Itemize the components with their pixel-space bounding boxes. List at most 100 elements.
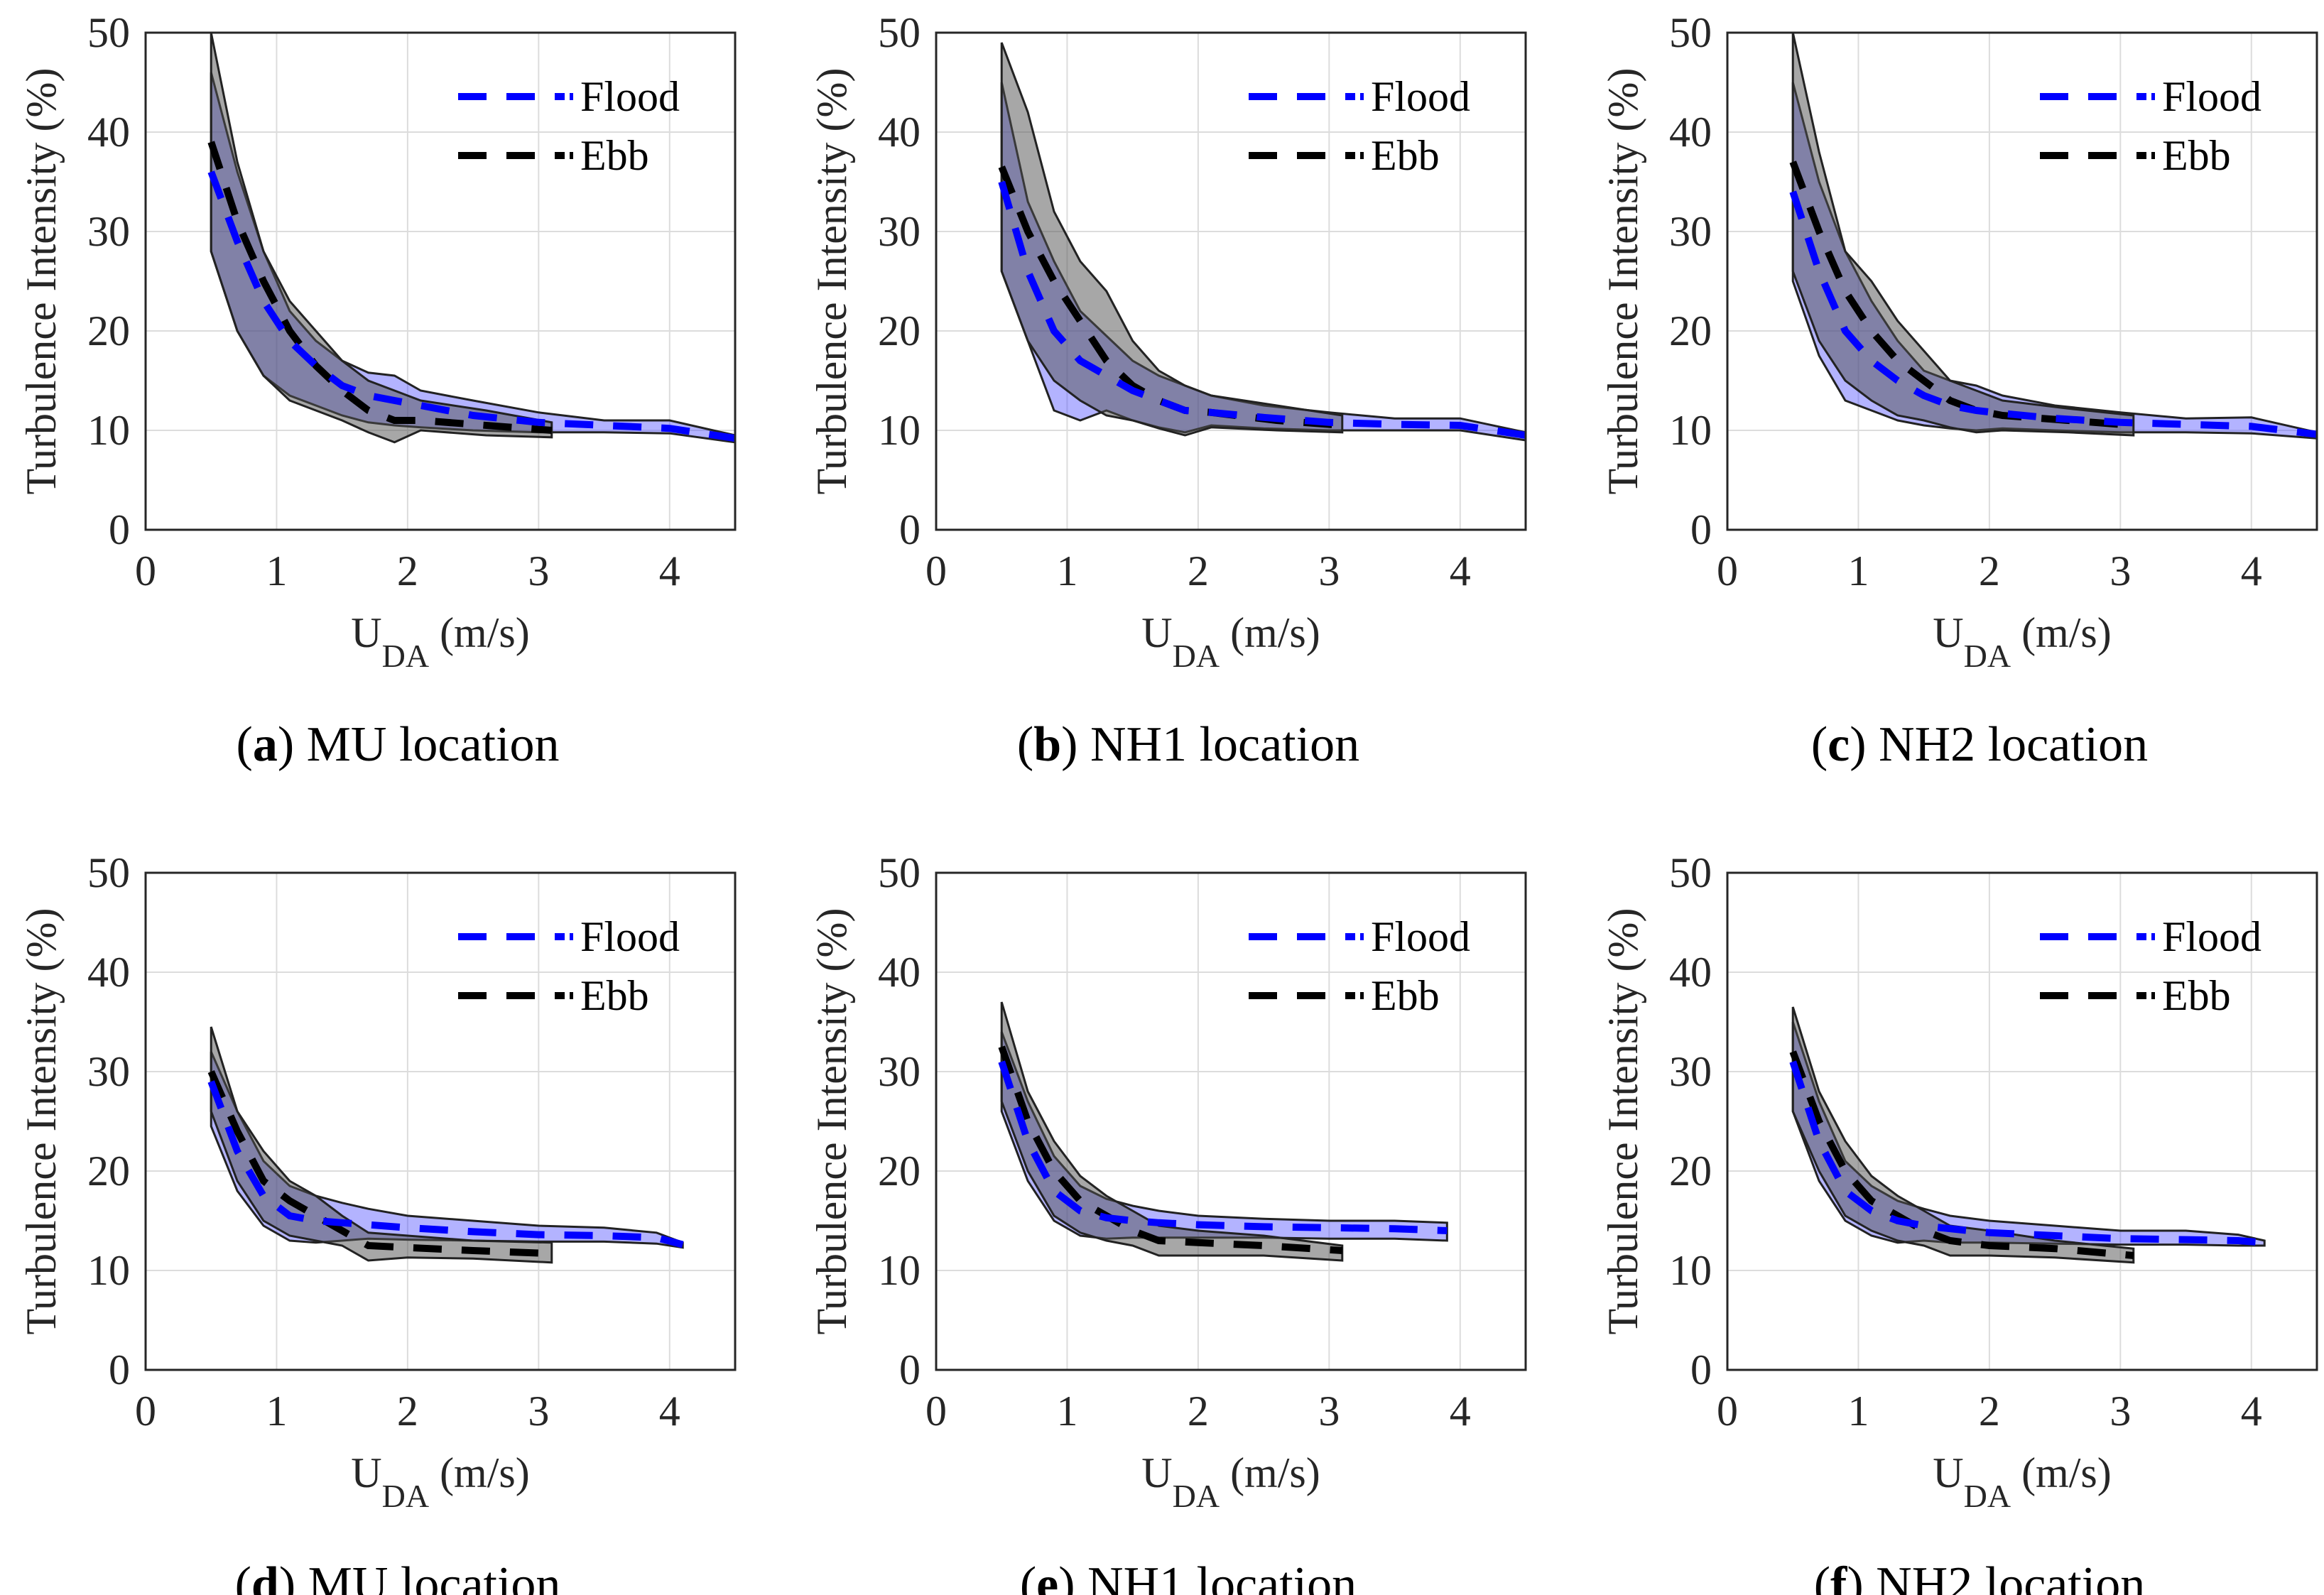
- x-tick-label: 3: [528, 548, 549, 594]
- x-tick-label: 0: [135, 1388, 156, 1435]
- mean-line-ebb: [207, 141, 553, 434]
- panel-caption: (b) NH1 location: [1017, 717, 1359, 772]
- y-tick-label: 50: [1669, 9, 1712, 56]
- x-tick-label: 1: [266, 1388, 287, 1435]
- x-tick-label: 3: [1318, 548, 1340, 594]
- x-tick-label: 1: [1056, 1388, 1077, 1435]
- y-tick-label: 40: [1669, 109, 1712, 156]
- legend-marker: [1360, 152, 1364, 159]
- legend-marker: [570, 93, 573, 100]
- band-ebb: [1000, 42, 1344, 437]
- y-tick-label: 30: [87, 208, 130, 255]
- legend-item-flood: Flood: [1249, 73, 1470, 120]
- axes-box: [935, 31, 1527, 531]
- legend-marker: [2151, 992, 2155, 999]
- legend-label: Flood: [2162, 73, 2261, 120]
- legend-label: Flood: [1371, 913, 1470, 960]
- y-tick-label: 20: [87, 1148, 130, 1194]
- mean-line-flood: [1789, 190, 2318, 438]
- y-tick-label: 50: [87, 849, 130, 896]
- y-tick-label: 40: [87, 949, 130, 996]
- y-tick-label: 30: [1669, 1048, 1712, 1095]
- x-tick-label: 4: [1450, 1388, 1471, 1435]
- x-tick-label: 4: [2241, 1388, 2262, 1435]
- x-tick-label: 3: [528, 1388, 549, 1435]
- axes-box: [1726, 871, 2318, 1371]
- y-tick-label: 40: [878, 949, 921, 996]
- y-axis-label: Turbulence Intensity (%): [808, 68, 855, 495]
- y-tick-label: 30: [1669, 208, 1712, 255]
- y-tick-label: 10: [87, 1247, 130, 1294]
- x-tick-label: 1: [266, 548, 287, 594]
- mean-line-flood: [1789, 1060, 2265, 1246]
- y-tick-label: 40: [87, 109, 130, 156]
- y-tick-label: 0: [899, 1346, 921, 1393]
- mean-line-ebb: [998, 1045, 1343, 1254]
- y-tick-label: 30: [87, 1048, 130, 1095]
- y-axis-label: Turbulence Intensity (%): [1600, 68, 1646, 495]
- x-tick-label: 3: [2109, 1388, 2131, 1435]
- y-tick-label: 10: [878, 407, 921, 454]
- x-tick-label: 3: [1318, 1388, 1340, 1435]
- legend-label: Ebb: [1371, 972, 1440, 1019]
- x-axis-label: UDA (m/s): [1141, 609, 1320, 674]
- panel-caption: (f) NH2 location: [1814, 1557, 2146, 1595]
- mean-line-flood: [207, 170, 736, 442]
- y-tick-label: 0: [1690, 1346, 1712, 1393]
- x-tick-label: 2: [1188, 548, 1209, 594]
- y-tick-label: 20: [878, 307, 921, 354]
- legend-label: Flood: [580, 913, 680, 960]
- legend-marker: [1360, 992, 1364, 999]
- legend-item-ebb: Ebb: [1249, 132, 1440, 179]
- y-tick-label: 20: [87, 307, 130, 354]
- band-flood: [210, 1051, 684, 1249]
- y-axis-label: Turbulence Intensity (%): [808, 908, 855, 1335]
- x-tick-label: 4: [659, 1388, 680, 1435]
- mean-line-ebb: [1789, 160, 2134, 429]
- legend-label: Ebb: [2162, 132, 2231, 179]
- x-tick-label: 1: [1847, 548, 1869, 594]
- y-tick-label: 30: [878, 1048, 921, 1095]
- x-tick-label: 4: [1450, 548, 1471, 594]
- x-tick-label: 0: [925, 548, 947, 594]
- axes-box: [935, 871, 1527, 1371]
- y-tick-label: 50: [878, 9, 921, 56]
- panel-caption: (c) NH2 location: [1811, 717, 2148, 772]
- x-tick-label: 0: [1717, 1388, 1738, 1435]
- legend-marker: [2151, 152, 2155, 159]
- y-tick-label: 0: [109, 1346, 130, 1393]
- legend-marker: [1360, 93, 1364, 100]
- legend-label: Ebb: [1371, 132, 1440, 179]
- x-axis-label: UDA (m/s): [1933, 1449, 2111, 1514]
- x-tick-label: 0: [925, 1388, 947, 1435]
- y-tick-label: 10: [1669, 1247, 1712, 1294]
- x-tick-label: 2: [1188, 1388, 1209, 1435]
- band-ebb: [1791, 1006, 2135, 1264]
- axes-box: [1726, 31, 2318, 531]
- legend-marker: [570, 992, 573, 999]
- y-tick-label: 10: [878, 1247, 921, 1294]
- legend-item-ebb: Ebb: [458, 132, 649, 179]
- legend-label: Ebb: [580, 972, 649, 1019]
- y-tick-label: 50: [87, 9, 130, 56]
- y-tick-label: 0: [1690, 506, 1712, 553]
- y-tick-label: 20: [1669, 307, 1712, 354]
- x-axis-label: UDA (m/s): [1933, 609, 2111, 674]
- x-tick-label: 3: [2109, 548, 2131, 594]
- legend-label: Ebb: [2162, 972, 2231, 1019]
- panel-caption: (d) MU location: [235, 1557, 561, 1595]
- y-tick-label: 20: [878, 1148, 921, 1194]
- panel-caption: (e) NH1 location: [1020, 1557, 1357, 1595]
- mean-line-flood: [998, 180, 1526, 439]
- legend-marker: [2151, 933, 2155, 940]
- legend-label: Flood: [1371, 73, 1470, 120]
- axes-box: [144, 871, 737, 1371]
- y-tick-label: 40: [878, 109, 921, 156]
- legend-item-ebb: Ebb: [2040, 132, 2231, 179]
- legend-item-flood: Flood: [2040, 913, 2261, 960]
